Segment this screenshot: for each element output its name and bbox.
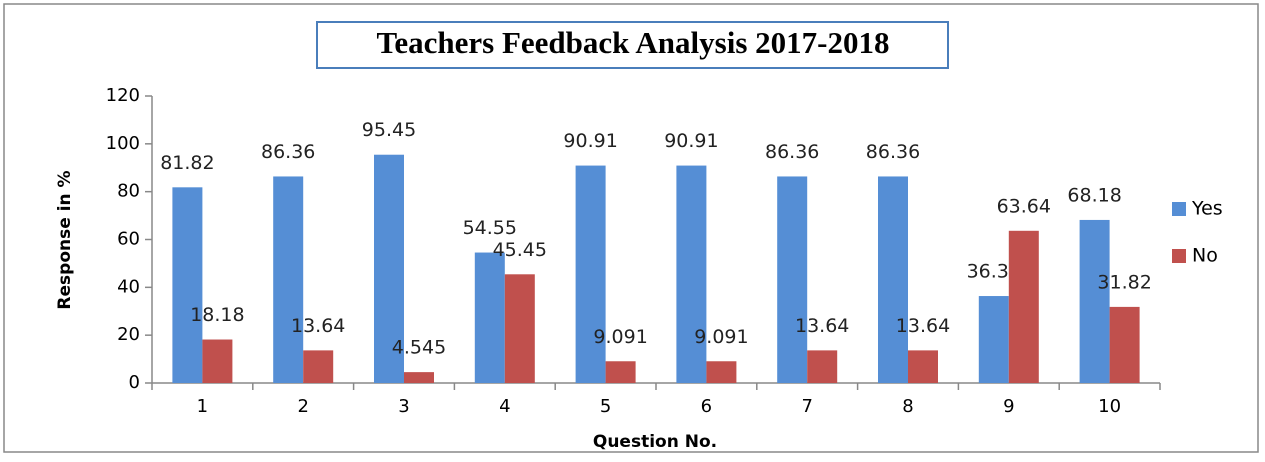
x-tick-label: 7: [801, 396, 812, 417]
x-tick-label: 9: [1003, 396, 1014, 417]
data-label: 86.36: [866, 141, 920, 163]
bar: [807, 350, 838, 383]
x-tick-label: 10: [1098, 396, 1121, 417]
data-label: 36.36: [967, 261, 1021, 283]
data-label: 18.18: [190, 304, 244, 326]
bar: [605, 361, 636, 383]
data-label: 63.64: [997, 195, 1051, 217]
y-tick-label: 40: [117, 276, 140, 297]
bar: [1008, 230, 1039, 383]
x-tick-label: 5: [600, 396, 611, 417]
x-tick-label: 6: [701, 396, 712, 417]
bar: [172, 187, 203, 383]
y-tick-label: 60: [117, 229, 140, 250]
data-label: 90.91: [664, 130, 718, 152]
bar: [1109, 306, 1140, 383]
legend-label: No: [1192, 245, 1218, 267]
title-box: [316, 21, 949, 69]
bar: [676, 165, 707, 383]
bar: [777, 176, 808, 383]
data-label: 45.45: [493, 239, 547, 261]
y-tick-label: 0: [129, 372, 140, 393]
data-label: 90.91: [563, 130, 617, 152]
x-axis-title: Question No.: [593, 432, 717, 452]
data-label: 4.545: [392, 337, 446, 359]
x-tick-label: 4: [499, 396, 510, 417]
bar: [303, 350, 334, 383]
legend-swatch: [1172, 202, 1186, 216]
data-label: 68.18: [1067, 184, 1121, 206]
bar: [374, 154, 404, 383]
bar: [978, 296, 1009, 383]
y-tick-label: 100: [106, 133, 140, 154]
legend-swatch: [1172, 249, 1186, 263]
data-label: 13.64: [291, 315, 345, 337]
bar: [878, 176, 908, 383]
bar: [504, 274, 535, 383]
legend-label: Yes: [1191, 198, 1223, 220]
data-label: 13.64: [795, 315, 849, 337]
data-label: 31.82: [1097, 271, 1151, 293]
data-label: 81.82: [160, 152, 214, 174]
chart-title: Teachers Feedback Analysis 2017-2018: [377, 25, 890, 60]
data-label: 54.55: [463, 217, 517, 239]
bar: [404, 372, 434, 383]
x-tick-label: 8: [902, 396, 913, 417]
x-tick-label: 2: [297, 396, 308, 417]
data-label: 13.64: [896, 315, 950, 337]
x-tick-label: 1: [197, 396, 208, 417]
data-label: 86.36: [765, 141, 819, 163]
y-tick-label: 80: [117, 181, 140, 202]
data-label: 86.36: [261, 141, 315, 163]
data-label: 9.091: [593, 326, 647, 348]
y-axis-title: Response in %: [55, 170, 75, 309]
bar: [474, 252, 505, 383]
y-tick-label: 120: [106, 85, 140, 106]
data-label: 95.45: [362, 119, 416, 141]
data-label: 9.091: [694, 326, 748, 348]
y-tick-label: 20: [117, 324, 140, 345]
bar: [908, 350, 938, 383]
x-tick-label: 3: [398, 396, 409, 417]
bar: [273, 176, 304, 383]
bar: [575, 165, 606, 383]
bar: [1079, 219, 1110, 383]
bar: [706, 361, 737, 383]
bar: [202, 339, 233, 383]
